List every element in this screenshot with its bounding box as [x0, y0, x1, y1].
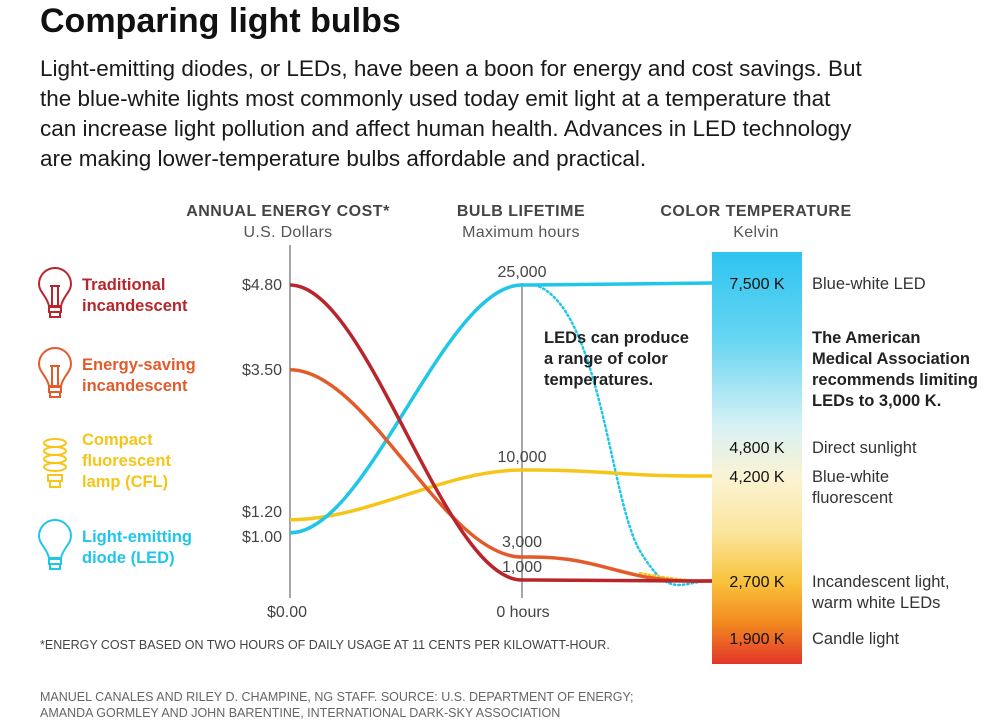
kelvin-desc-4200: Blue-white — [812, 468, 889, 486]
intro-line: can increase light pollution and affect … — [40, 116, 852, 141]
led-range-annotation: LEDs can produce a range of color temper… — [544, 329, 689, 389]
legend-label: diode (LED) — [82, 549, 175, 567]
lifetime-label-energy-saving-incandescent: 3,000 — [502, 534, 542, 551]
kelvin-value-1900: 1,900 K — [729, 631, 784, 648]
legend-label: Traditional — [82, 276, 165, 294]
lifetime-axis-subheader: Maximum hours — [462, 224, 580, 241]
kelvin-gradient-bar — [712, 252, 802, 664]
series-line-light-emitting-diode-led — [289, 281, 713, 535]
cost-zero-label: $0.00 — [267, 604, 307, 621]
credit-line: MANUEL CANALES AND RILEY D. CHAMPINE, NG… — [40, 690, 634, 704]
legend-label: lamp (CFL) — [82, 473, 168, 491]
kelvin-marks: 7,500 K Blue-white LED 4,800 K Direct sunli… — [729, 275, 949, 648]
annotation-line: The American — [812, 329, 921, 347]
lifetime-zero-label: 0 hours — [496, 604, 549, 621]
incandescent-bulb-icon — [37, 267, 73, 318]
kelvin-desc-2700: warm white LEDs — [811, 594, 940, 612]
kelvin-value-2700: 2,700 K — [729, 574, 784, 591]
legend: Traditional incandescent Energy-saving inca… — [37, 267, 196, 570]
legend-item-compact-fluorescent-lamp-cfl: Compact fluorescent lamp (CFL) — [43, 431, 171, 491]
kelvin-desc-4200: fluorescent — [812, 489, 893, 507]
kelvin-value-4800: 4,800 K — [729, 440, 784, 457]
series-line-traditional-incandescent — [289, 283, 712, 583]
credit-line: AMANDA GORMLEY AND JOHN BARENTINE, INTER… — [40, 706, 561, 720]
led-range-dotted-line — [533, 283, 714, 587]
legend-label: Light-emitting — [82, 528, 192, 546]
legend-label: Energy-saving — [82, 356, 196, 374]
series-line-compact-fluorescent-lamp-cfl — [289, 468, 712, 522]
annotation-line: LEDs can produce — [544, 329, 689, 347]
incandescent-bulb-icon — [37, 347, 73, 398]
annotation-line: temperatures. — [544, 371, 653, 389]
lifetime-axis-header: BULB LIFETIME — [457, 203, 585, 220]
footnote: *ENERGY COST BASED ON TWO HOURS OF DAILY… — [40, 638, 610, 652]
lifetime-label-light-emitting-diode-led: 25,000 — [498, 264, 547, 281]
intro-line: Light-emitting diodes, or LEDs, have bee… — [40, 56, 862, 81]
kelvin-desc-1900: Candle light — [812, 630, 900, 648]
legend-label: Compact — [82, 431, 153, 449]
legend-item-traditional-incandescent: Traditional incandescent — [37, 267, 188, 318]
page-title: Comparing light bulbs — [40, 2, 401, 40]
led-bulb-icon — [37, 519, 73, 570]
series-line-energy-saving-incandescent — [289, 368, 712, 583]
annotation-line: LEDs to 3,000 K. — [812, 392, 941, 410]
annotation-line: a range of color — [544, 350, 668, 368]
legend-item-light-emitting-diode-led: Light-emitting diode (LED) — [37, 519, 192, 570]
lifetime-label-compact-fluorescent-lamp-cfl: 10,000 — [498, 449, 547, 466]
intro-line: the blue-white lights most commonly used… — [40, 86, 831, 111]
kelvin-value-4200: 4,200 K — [729, 469, 784, 486]
intro-line: are making lower-temperature bulbs affor… — [40, 146, 647, 171]
legend-item-energy-saving-incandescent: Energy-saving incandescent — [37, 347, 196, 398]
ama-annotation: The American Medical Association recomme… — [812, 329, 978, 410]
cost-label-energy-saving-incandescent: $3.50 — [242, 362, 282, 379]
legend-label: fluorescent — [82, 452, 171, 470]
annotation-line: Medical Association — [812, 350, 970, 368]
kelvin-value-7500: 7,500 K — [729, 276, 784, 293]
tick-labels: $4.80 $3.50 $1.20 $1.00 1,000 3,000 10,000 25,0… — [242, 264, 547, 576]
annotation-line: recommends limiting — [812, 371, 978, 389]
cfl-bulb-icon — [43, 438, 67, 488]
cost-axis-subheader: U.S. Dollars — [244, 224, 333, 241]
legend-label: incandescent — [82, 377, 188, 395]
kelvin-desc-7500: Blue-white LED — [812, 275, 926, 293]
kelvin-desc-2700: Incandescent light, — [812, 573, 950, 591]
temperature-axis-subheader: Kelvin — [733, 224, 778, 241]
legend-label: incandescent — [82, 297, 188, 315]
series-lines — [289, 281, 714, 587]
cost-axis-header: ANNUAL ENERGY COST* — [186, 203, 390, 220]
intro-text: Light-emitting diodes, or LEDs, have bee… — [40, 54, 970, 174]
cost-label-compact-fluorescent-lamp-cfl: $1.20 — [242, 504, 282, 521]
kelvin-desc-4800: Direct sunlight — [812, 439, 917, 457]
cost-label-traditional-incandescent: $4.80 — [242, 277, 282, 294]
credits: MANUEL CANALES AND RILEY D. CHAMPINE, NG… — [40, 689, 634, 721]
temperature-axis-header: COLOR TEMPERATURE — [660, 203, 851, 220]
lifetime-label-traditional-incandescent: 1,000 — [502, 559, 542, 576]
cost-label-light-emitting-diode-led: $1.00 — [242, 529, 282, 546]
